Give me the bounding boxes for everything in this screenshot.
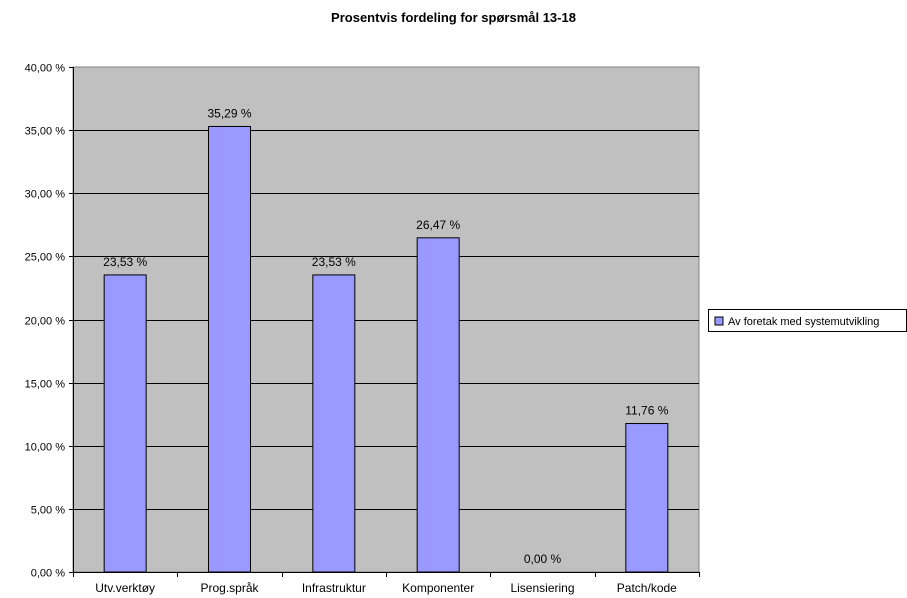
y-tick-label: 20,00 % xyxy=(25,316,66,328)
x-tick-label: Infrastruktur xyxy=(302,581,366,595)
x-tick-label: Komponenter xyxy=(402,581,474,595)
legend-swatch xyxy=(714,316,724,326)
y-tick-label: 15,00 % xyxy=(25,379,66,391)
x-tick-label: Prog.språk xyxy=(200,581,259,595)
x-tick-label: Patch/kode xyxy=(617,581,677,595)
data-label: 26,47 % xyxy=(416,218,460,232)
chart-title: Prosentvis fordeling for spørsmål 13-18 xyxy=(331,10,576,25)
y-tick-label: 35,00 % xyxy=(25,126,66,138)
y-tick-label: 10,00 % xyxy=(25,442,66,454)
y-tick-label: 30,00 % xyxy=(25,189,66,201)
y-tick-label: 25,00 % xyxy=(25,252,66,264)
plot-area xyxy=(72,66,700,573)
y-tick-label: 40,00 % xyxy=(25,63,66,75)
bar xyxy=(312,274,356,573)
data-label: 23,53 % xyxy=(312,255,356,269)
bar xyxy=(416,237,460,573)
data-label: 35,29 % xyxy=(207,106,251,120)
data-label: 23,53 % xyxy=(103,255,147,269)
y-tick-label: 5,00 % xyxy=(31,505,65,517)
y-tick-label: 0,00 % xyxy=(31,568,65,580)
legend-label: Av foretak med systemutvikling xyxy=(728,316,879,328)
bar xyxy=(103,274,147,573)
bar xyxy=(208,125,251,573)
x-tick-label: Lisensiering xyxy=(510,581,574,595)
bar xyxy=(625,423,669,573)
data-label: 0,00 % xyxy=(524,552,562,566)
data-label: 11,76 % xyxy=(625,404,668,418)
x-tick-label: Utv.verktøy xyxy=(95,581,155,595)
